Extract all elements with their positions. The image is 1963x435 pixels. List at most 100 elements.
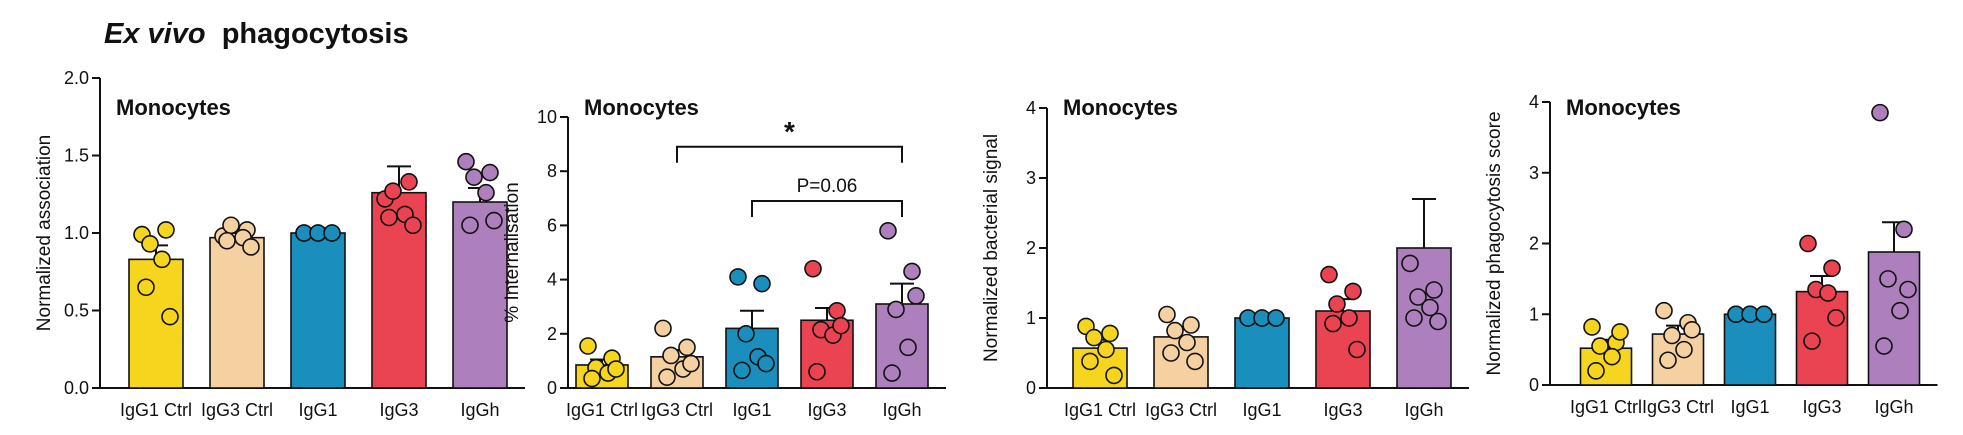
y-axis-label: % Internalisation <box>502 182 523 322</box>
data-point <box>481 163 499 182</box>
data-point <box>678 338 696 357</box>
bar-igg1 <box>1723 313 1777 386</box>
data-point <box>1344 282 1362 301</box>
data-point <box>1324 314 1342 333</box>
y-tick-label: 8 <box>547 161 557 181</box>
data-point <box>404 216 422 235</box>
data-point <box>1348 340 1366 359</box>
data-point <box>157 221 175 239</box>
x-tick-label: IgG3 <box>1802 397 1841 417</box>
data-point <box>1158 305 1176 324</box>
x-tick-label: IgGh <box>882 400 921 420</box>
data-point <box>1675 340 1693 359</box>
x-tick-label: IgG3 <box>379 400 418 420</box>
x-tick-label: IgG1 Ctrl <box>1570 397 1642 417</box>
panel-title: Monocytes <box>1566 95 1681 120</box>
data-point <box>1340 309 1358 327</box>
data-point <box>883 364 901 382</box>
y-tick-label: 0 <box>1529 375 1539 395</box>
data-point <box>1891 301 1909 320</box>
y-tick-label: 10 <box>537 107 557 127</box>
data-point <box>1663 326 1681 345</box>
data-point <box>808 362 826 381</box>
data-point <box>757 354 775 373</box>
panel-title: Monocytes <box>584 95 699 120</box>
data-point <box>1085 328 1103 347</box>
figure-title: Ex vivo phagocytosis <box>104 18 409 51</box>
y-tick-label: 2 <box>547 324 557 344</box>
data-point <box>1097 340 1115 359</box>
data-point <box>658 368 676 386</box>
y-tick-label: 4 <box>547 270 557 290</box>
data-point <box>323 224 341 242</box>
x-tick-label: IgG3 Ctrl <box>641 400 713 420</box>
data-point <box>662 346 680 365</box>
data-point <box>1655 301 1673 320</box>
data-point <box>477 183 495 202</box>
y-tick-label: 0 <box>1026 378 1036 398</box>
data-point <box>1401 254 1419 273</box>
data-point <box>1895 220 1913 239</box>
data-point <box>153 250 171 269</box>
y-tick-label: 6 <box>547 215 557 235</box>
y-tick-label: 4 <box>1026 98 1036 118</box>
data-point <box>465 168 483 186</box>
data-point <box>1328 295 1346 313</box>
data-point <box>907 287 925 305</box>
data-point <box>1405 309 1423 327</box>
data-point <box>1755 305 1773 324</box>
data-point <box>1611 323 1629 341</box>
chart-panel-association: 0.0 0.5 1.0 1.5 2.0 Normalized association Mon… <box>34 68 525 420</box>
data-point <box>457 152 475 171</box>
significance-bracket <box>676 145 903 163</box>
data-point <box>1659 351 1677 370</box>
y-tick-label: 0 <box>547 378 557 398</box>
significance-label: P=0.06 <box>797 176 858 197</box>
data-point <box>1421 298 1439 317</box>
data-point <box>832 316 850 335</box>
x-tick-label: IgG1 <box>1242 400 1281 420</box>
y-tick-label: 1.5 <box>64 146 89 166</box>
bar-igg1 <box>290 232 346 389</box>
data-point <box>1166 321 1184 340</box>
data-point <box>1603 347 1621 366</box>
figure-title-rest: phagocytosis <box>221 18 409 50</box>
y-axis-label: Normalized phagocytosis score <box>1484 111 1505 375</box>
x-tick-label: IgG3 Ctrl <box>201 400 273 420</box>
data-point <box>579 337 597 355</box>
data-point <box>607 360 625 378</box>
data-point <box>1429 312 1447 331</box>
x-tick-label: IgG1 <box>732 400 771 420</box>
figure-title-italic: Ex vivo <box>104 18 206 50</box>
data-point <box>879 222 897 240</box>
x-tick-label: IgG1 Ctrl <box>120 400 192 420</box>
y-tick-label: 2 <box>1529 234 1539 254</box>
y-axis-label: Normalized bacterial signal <box>981 134 1002 362</box>
data-point <box>161 307 179 326</box>
y-tick-label: 1 <box>1529 304 1539 324</box>
chart-panel-phagocytosis-score: 0 1 2 3 4 Normalized phagocytosis score Monocy… <box>1484 92 1938 417</box>
data-point <box>1425 281 1443 299</box>
data-point <box>737 324 755 343</box>
panel-title: Monocytes <box>1063 95 1178 120</box>
x-tick-label: IgGh <box>460 400 499 420</box>
data-point <box>1591 337 1609 355</box>
data-point <box>1899 280 1917 299</box>
data-point <box>1101 324 1119 343</box>
data-point <box>1823 259 1841 278</box>
data-point <box>384 182 402 200</box>
x-tick-label: IgGh <box>1874 397 1913 417</box>
y-tick-label: 1.0 <box>64 223 89 243</box>
data-point <box>137 278 155 297</box>
y-axis-label: Normalized association <box>34 135 55 331</box>
data-point <box>461 216 479 235</box>
y-tick-label: 2 <box>1026 238 1036 258</box>
y-tick-label: 3 <box>1026 168 1036 188</box>
bar-igg1 <box>1234 317 1290 389</box>
data-point <box>1162 344 1180 362</box>
y-tick-label: 3 <box>1529 163 1539 183</box>
data-point <box>1186 352 1204 371</box>
data-point <box>1182 316 1200 334</box>
chart-panel-internalisation: 0 2 4 6 8 10 % Internalisation Monocytes IgG1 Ct… <box>502 95 946 420</box>
bar-iggh <box>452 201 508 389</box>
